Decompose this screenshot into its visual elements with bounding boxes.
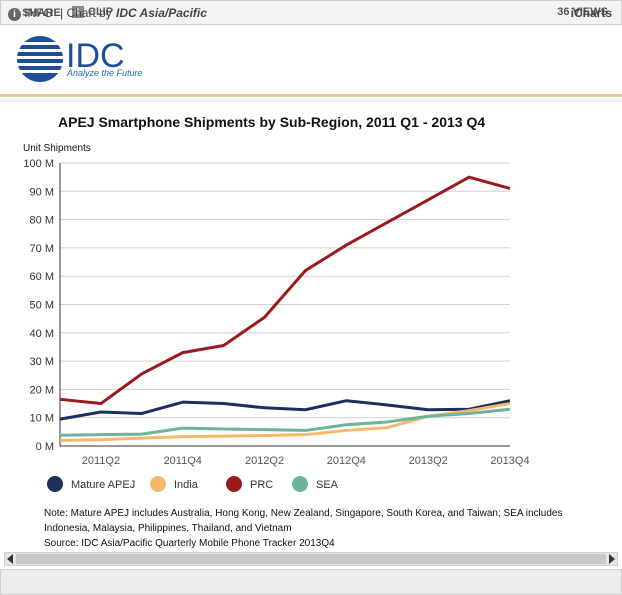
x-tick-label: 2011Q2 [82,455,120,467]
legend-marker [150,476,166,492]
share-label[interactable]: SHARE [22,7,61,19]
views: 36 VIEWS [557,6,608,18]
legend-item[interactable]: PRC [226,476,273,492]
icharts[interactable]: iCharts [570,6,612,20]
legend-label: Mature APEJ [71,479,135,491]
x-tick-label: 2013Q2 [409,455,448,467]
divider [0,94,622,97]
y-tick-label: 50 M [30,300,54,312]
logo-name: IDC [66,37,125,75]
legend-item[interactable]: India [150,476,199,492]
y-tick-label: 70 M [30,243,54,255]
scrollbar[interactable] [4,552,618,566]
divider-shade [0,98,622,102]
y-tick-label: 100 M [23,158,54,170]
legend-marker [292,476,308,492]
logo-tagline: Analyze the Future [66,68,143,78]
brand[interactable]: IDC Asia/Pacific [116,6,207,20]
top-bar [0,0,622,25]
series-line [59,407,511,437]
y-tick-label: 30 M [30,356,54,368]
info-label[interactable]: INFO [24,6,54,20]
series-line [59,175,511,406]
chart-title: APEJ Smartphone Shipments by Sub-Region,… [58,114,486,130]
x-tick-label: 2012Q2 [245,455,284,467]
chart: 0 M 10 M 20 M 30 M 40 M 50 M 60 M 70 M 80 M 90 M 1… [23,158,530,492]
bottom-bar [0,569,622,595]
legend-marker [226,476,242,492]
note: Note: Mature APEJ includes Australia, Ho… [44,508,563,534]
y-tick-label: 60 M [30,271,54,283]
clip-button[interactable]: + CLIP [72,6,113,18]
y-axis-title: Unit Shipments [23,143,91,154]
legend-item[interactable]: Mature APEJ [47,476,135,492]
note: Source: IDC Asia/Pacific Quarterly Mobil… [44,538,335,549]
notes: Note: Mature APEJ includes Australia, Ho… [44,506,584,551]
legend-label: SEA [316,479,339,491]
legend-marker [47,476,63,492]
y-tick-label: 0 M [36,441,54,453]
chart-by: | Chart by [60,6,112,20]
y-tick-label: 80 M [30,215,54,227]
clip-label[interactable]: CLIP [88,6,114,18]
x-tick-label: 2011Q4 [164,455,202,467]
y-tick-label: 20 M [30,384,54,396]
info-button[interactable]: i INFO [8,6,53,21]
idc-globe [15,36,65,82]
logo-area: IDC Analyze the Future [0,36,622,102]
legend-item[interactable]: SEA [292,476,339,492]
x-tick-label: 2013Q4 [490,455,529,467]
y-tick-label: 40 M [30,328,54,340]
x-tick-label: 2012Q4 [327,455,366,467]
y-tick-label: 90 M [30,186,54,198]
series-line [59,399,511,421]
y-tick-label: 10 M [30,413,54,425]
legend-label: PRC [250,479,273,491]
legend-label: India [174,479,199,491]
